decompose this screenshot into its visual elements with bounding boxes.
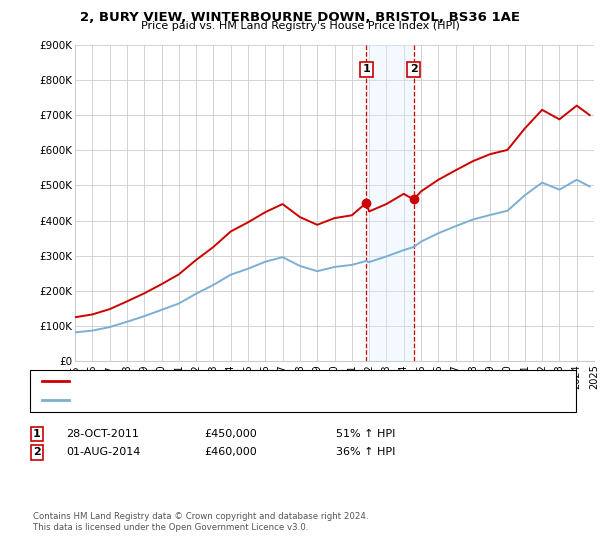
Text: 28-OCT-2011: 28-OCT-2011 <box>66 429 139 439</box>
Text: 1: 1 <box>362 64 370 74</box>
Text: Contains HM Land Registry data © Crown copyright and database right 2024.
This d: Contains HM Land Registry data © Crown c… <box>33 512 368 532</box>
Text: 01-AUG-2014: 01-AUG-2014 <box>66 447 140 458</box>
Text: 2, BURY VIEW, WINTERBOURNE DOWN, BRISTOL, BS36 1AE (detached house): 2, BURY VIEW, WINTERBOURNE DOWN, BRISTOL… <box>72 376 451 386</box>
Text: 2: 2 <box>410 64 418 74</box>
Text: 2, BURY VIEW, WINTERBOURNE DOWN, BRISTOL, BS36 1AE: 2, BURY VIEW, WINTERBOURNE DOWN, BRISTOL… <box>80 11 520 24</box>
Text: 51% ↑ HPI: 51% ↑ HPI <box>336 429 395 439</box>
Text: £450,000: £450,000 <box>204 429 257 439</box>
Text: 1: 1 <box>33 429 41 439</box>
Text: Price paid vs. HM Land Registry's House Price Index (HPI): Price paid vs. HM Land Registry's House … <box>140 21 460 31</box>
Text: 2: 2 <box>33 447 41 458</box>
Text: £460,000: £460,000 <box>204 447 257 458</box>
Text: 36% ↑ HPI: 36% ↑ HPI <box>336 447 395 458</box>
Text: HPI: Average price, detached house, South Gloucestershire: HPI: Average price, detached house, Sout… <box>72 395 361 405</box>
Bar <box>366 45 414 361</box>
